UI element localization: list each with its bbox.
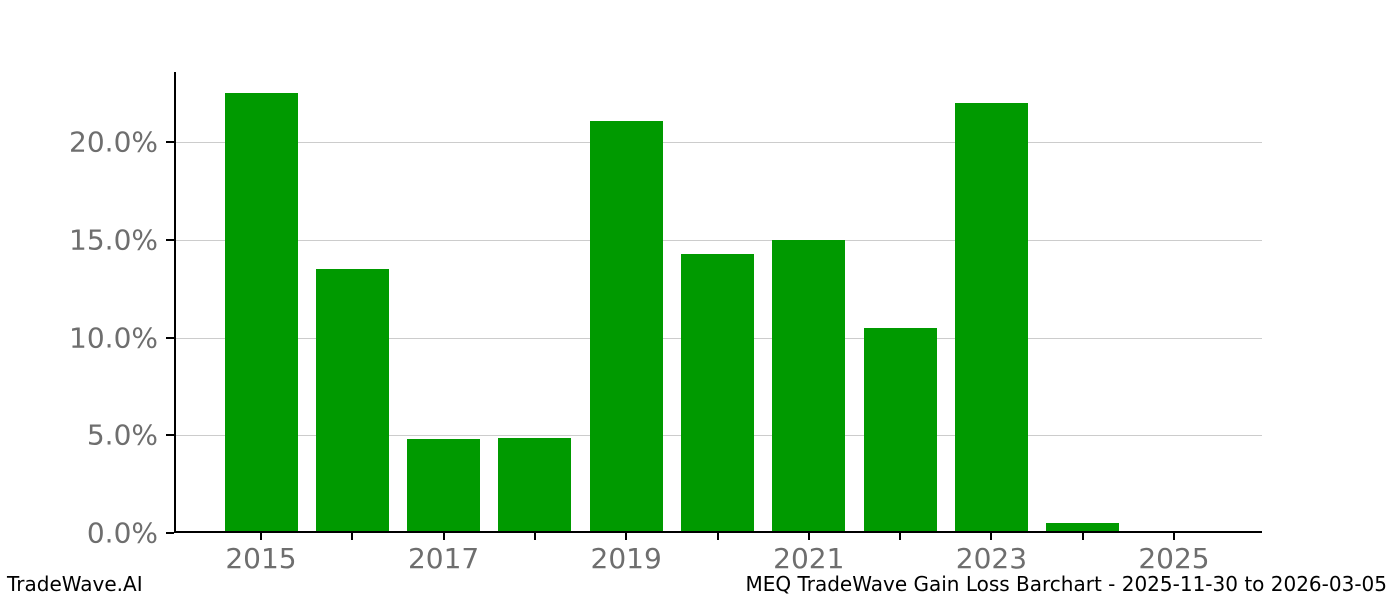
plot-area (174, 72, 1262, 533)
y-tick-10 (166, 336, 174, 339)
x-tick-2016 (351, 533, 354, 540)
y-tick-label-5: 5.0% (86, 418, 158, 452)
y-tick-20 (166, 141, 174, 144)
x-tick-2015 (260, 533, 262, 540)
y-tick-15 (166, 238, 174, 241)
y-tick-label-15: 15.0% (69, 223, 158, 257)
gridline-15 (174, 239, 1262, 241)
x-axis-line (174, 531, 1262, 533)
x-tick-2023 (990, 533, 993, 540)
x-tick-2025 (1173, 533, 1175, 540)
x-tick-label-2017: 2017 (407, 542, 480, 575)
bar-2022 (863, 328, 937, 533)
y-tick-5 (166, 434, 174, 437)
x-tick-2020 (716, 533, 719, 540)
x-tick-2021 (807, 533, 810, 540)
x-tick-2018 (533, 533, 536, 540)
watermark-text: TradeWave.AI (7, 572, 143, 596)
y-axis-line (174, 72, 176, 533)
x-tick-label-2023: 2023 (955, 542, 1028, 575)
x-tick-2017 (442, 533, 445, 540)
chart-title: MEQ TradeWave Gain Loss Barchart - 2025-… (745, 572, 1387, 596)
x-tick-label-2019: 2019 (590, 542, 662, 575)
gridline-20 (174, 142, 1262, 144)
bar-2024 (1046, 523, 1120, 533)
y-tick-label-0: 0.0% (86, 516, 158, 550)
x-tick-label-2025: 2025 (1138, 542, 1210, 575)
x-tick-label-2021: 2021 (773, 542, 845, 575)
x-tick-2024 (1081, 533, 1084, 540)
bar-2019 (589, 121, 663, 533)
bar-2015 (224, 93, 298, 533)
bar-2021 (772, 240, 846, 533)
y-tick-label-20: 20.0% (69, 125, 158, 159)
y-tick-0 (166, 532, 174, 534)
bar-2018 (498, 438, 572, 533)
x-tick-2019 (625, 533, 628, 540)
bar-2016 (315, 269, 389, 533)
bar-2023 (954, 103, 1028, 533)
bar-2020 (681, 254, 754, 533)
y-tick-label-10: 10.0% (69, 321, 158, 355)
bar-2017 (407, 439, 481, 533)
x-tick-2022 (899, 533, 902, 540)
x-tick-label-2015: 2015 (225, 542, 297, 575)
